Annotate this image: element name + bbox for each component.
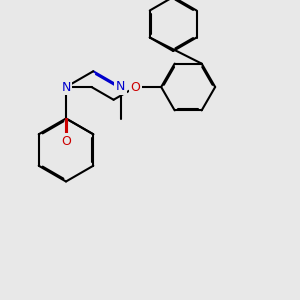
Text: N: N [61,80,71,94]
Text: O: O [61,134,71,148]
Text: O: O [131,80,141,94]
Text: N: N [116,80,125,94]
